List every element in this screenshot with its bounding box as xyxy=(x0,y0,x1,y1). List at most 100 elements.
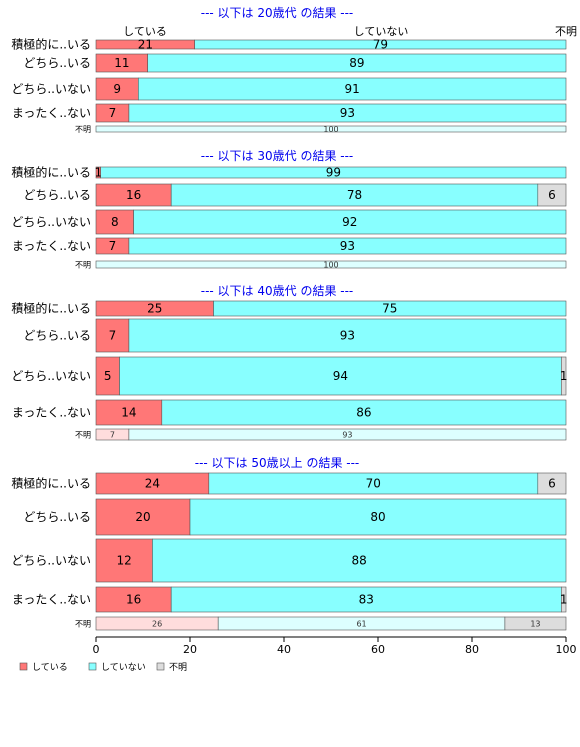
bar-segment xyxy=(194,39,567,50)
bar-segment xyxy=(133,209,567,235)
bar-value-label: 94 xyxy=(333,369,348,383)
bar-value-label: 6 xyxy=(548,477,556,491)
bar-value-label: 9 xyxy=(113,82,121,96)
bar-segment xyxy=(189,498,567,536)
row-label: 積極的に..いる xyxy=(11,165,91,180)
bar-value-label: 88 xyxy=(352,554,367,568)
bar-segment xyxy=(128,103,567,123)
bar-value-label: 12 xyxy=(117,554,132,568)
row-label: まったく..ない xyxy=(12,406,91,420)
tick-label: 80 xyxy=(465,643,479,656)
bar-row: 不明 7 93 xyxy=(75,428,567,441)
chart-panels: している していない 不明--- 以下は 20歳代 の結果 ---積極的に..いる 2… xyxy=(11,6,577,631)
bar-row: 積極的に..いる 25 75 xyxy=(11,300,567,317)
bar-segment xyxy=(95,125,567,133)
bar-row: 積極的に..いる 21 79 xyxy=(11,37,567,52)
bar-row: まったく..ない 7 93 xyxy=(12,237,567,255)
bar-value-label: 20 xyxy=(135,510,150,524)
bar-value-label: 1 xyxy=(560,593,568,607)
legend-label: 不明 xyxy=(169,662,187,673)
bar-row: まったく..ない 16 83 1 xyxy=(12,586,568,613)
row-label: どちら..いる xyxy=(23,188,91,202)
bar-segment xyxy=(128,318,567,353)
bar-segment xyxy=(147,53,567,73)
bar-row: まったく..ない 14 86 xyxy=(12,399,567,426)
bar-segment xyxy=(213,300,567,317)
bar-value-label: 92 xyxy=(342,215,357,229)
bar-segment xyxy=(128,428,567,441)
bar-value-label: 13 xyxy=(530,620,540,629)
panel-title: --- 以下は 50歳以上 の結果 --- xyxy=(195,456,360,470)
bar-segment xyxy=(95,260,567,269)
panel-title: --- 以下は 40歳代 の結果 --- xyxy=(201,284,354,298)
legend-swatch xyxy=(19,662,28,671)
column-header: している xyxy=(123,25,167,38)
tick-label: 20 xyxy=(183,643,197,656)
bar-value-label: 16 xyxy=(126,593,141,607)
bar-segment xyxy=(95,209,134,235)
row-label: 不明 xyxy=(75,620,91,629)
bar-row: どちら..いない 5 94 1 xyxy=(11,356,567,396)
bar-value-label: 80 xyxy=(370,510,385,524)
bar-value-label: 1 xyxy=(95,166,103,180)
row-label: どちら..いる xyxy=(23,510,91,524)
row-label: 積極的に..いる xyxy=(11,37,91,52)
bar-segment xyxy=(95,318,130,353)
bar-segment xyxy=(170,586,562,613)
row-label: どちら..いない xyxy=(11,369,91,383)
bar-value-label: 7 xyxy=(109,329,117,343)
row-label: 積極的に..いる xyxy=(11,476,91,491)
bar-value-label: 93 xyxy=(342,431,352,440)
bar-segment xyxy=(560,586,567,613)
bar-segment xyxy=(119,356,562,396)
bar-row: 積極的に..いる 24 70 6 xyxy=(11,472,567,495)
bar-value-label: 86 xyxy=(356,406,371,420)
bar-value-label: 78 xyxy=(347,188,362,202)
bar-row: 不明 26 61 13 xyxy=(75,616,567,631)
legend-swatch xyxy=(156,662,165,671)
bar-row: どちら..いない 8 92 xyxy=(11,209,567,235)
bar-row: 不明 100 xyxy=(75,260,567,270)
row-label: どちら..いる xyxy=(23,56,91,70)
bar-value-label: 7 xyxy=(110,431,115,440)
bar-value-label: 93 xyxy=(340,239,355,253)
bar-value-label: 61 xyxy=(356,620,366,629)
tick-label: 100 xyxy=(556,643,577,656)
legend-swatch xyxy=(88,662,97,671)
tick-label: 40 xyxy=(277,643,291,656)
bar-row: どちら..いない 12 88 xyxy=(11,538,567,583)
panel: --- 以下は 20歳代 の結果 --- 積極的に..いる 21 79 どちら..いる 1… xyxy=(11,6,567,134)
bar-value-label: 91 xyxy=(345,82,360,96)
bar-value-label: 83 xyxy=(359,593,374,607)
bar-value-label: 5 xyxy=(104,369,112,383)
bar-value-label: 7 xyxy=(109,239,117,253)
row-label: どちら..いない xyxy=(11,554,91,568)
bar-value-label: 21 xyxy=(138,38,153,52)
row-label: まったく..ない xyxy=(12,593,91,607)
bar-segment xyxy=(95,498,191,536)
bar-value-label: 93 xyxy=(340,329,355,343)
bar-row: 積極的に..いる 1 99 xyxy=(11,165,567,180)
bar-value-label: 70 xyxy=(366,477,381,491)
bar-value-label: 8 xyxy=(111,215,119,229)
bar-value-label: 99 xyxy=(326,166,341,180)
legend-label: している xyxy=(32,662,68,673)
bar-value-label: 79 xyxy=(373,38,388,52)
bar-value-label: 24 xyxy=(145,477,160,491)
legend: している していない 不明 xyxy=(19,662,187,673)
x-axis: 0 20 40 60 80 100 xyxy=(93,636,577,656)
bar-value-label: 100 xyxy=(323,125,338,134)
column-header: 不明 xyxy=(555,25,577,38)
row-label: 積極的に..いる xyxy=(11,301,91,316)
bar-value-label: 6 xyxy=(548,188,556,202)
tick-label: 0 xyxy=(93,643,100,656)
row-label: 不明 xyxy=(75,125,91,134)
bar-value-label: 25 xyxy=(147,302,162,316)
bar-value-label: 100 xyxy=(323,261,338,270)
panel-title: --- 以下は 20歳代 の結果 --- xyxy=(201,6,354,20)
bar-segment xyxy=(95,538,153,583)
bar-value-label: 11 xyxy=(114,56,129,70)
bar-value-label: 93 xyxy=(340,106,355,120)
panel-title: --- 以下は 30歳代 の結果 --- xyxy=(201,149,354,163)
